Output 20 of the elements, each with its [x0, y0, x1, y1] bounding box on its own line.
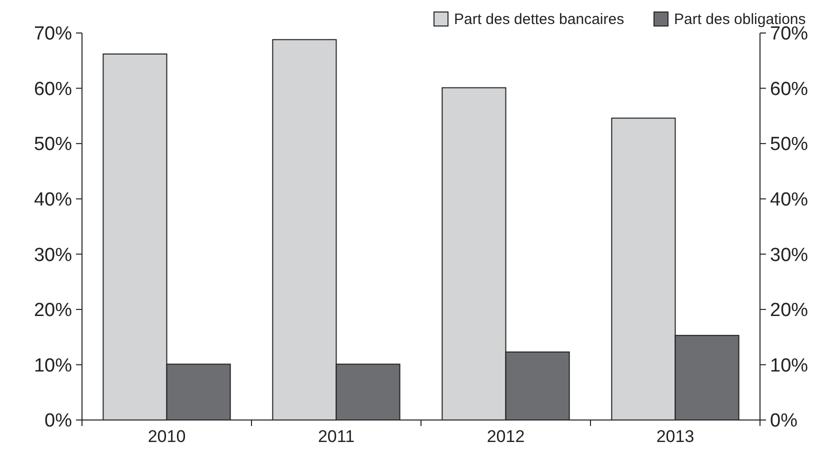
y-tick-label: 70% [34, 24, 72, 45]
y2-tick-label: 50% [770, 134, 808, 156]
y2-tick-label: 60% [770, 78, 808, 100]
y-tick-label: 40% [34, 190, 72, 211]
y-tick-label: 10% [34, 355, 72, 376]
y-tick-label: 0% [44, 410, 72, 432]
x-tick-label: 2012 [486, 427, 525, 446]
y2-tick-label: 20% [770, 300, 808, 322]
legend-label: Part des dettes bancaires [454, 11, 624, 28]
x-tick-label: 2010 [148, 427, 186, 446]
y-tick-label: 60% [34, 78, 72, 100]
y-tick-label: 30% [34, 244, 72, 266]
x-tick-label: 2013 [656, 427, 694, 446]
x-tick-label: 2011 [318, 427, 355, 446]
y2-tick-label: 30% [770, 244, 808, 266]
y2-tick-label: 0% [770, 410, 798, 432]
y-tick-label: 50% [34, 134, 72, 156]
y-tick-label: 20% [34, 300, 72, 322]
y2-tick-label: 10% [770, 355, 808, 376]
y2-tick-label: 40% [770, 190, 808, 211]
